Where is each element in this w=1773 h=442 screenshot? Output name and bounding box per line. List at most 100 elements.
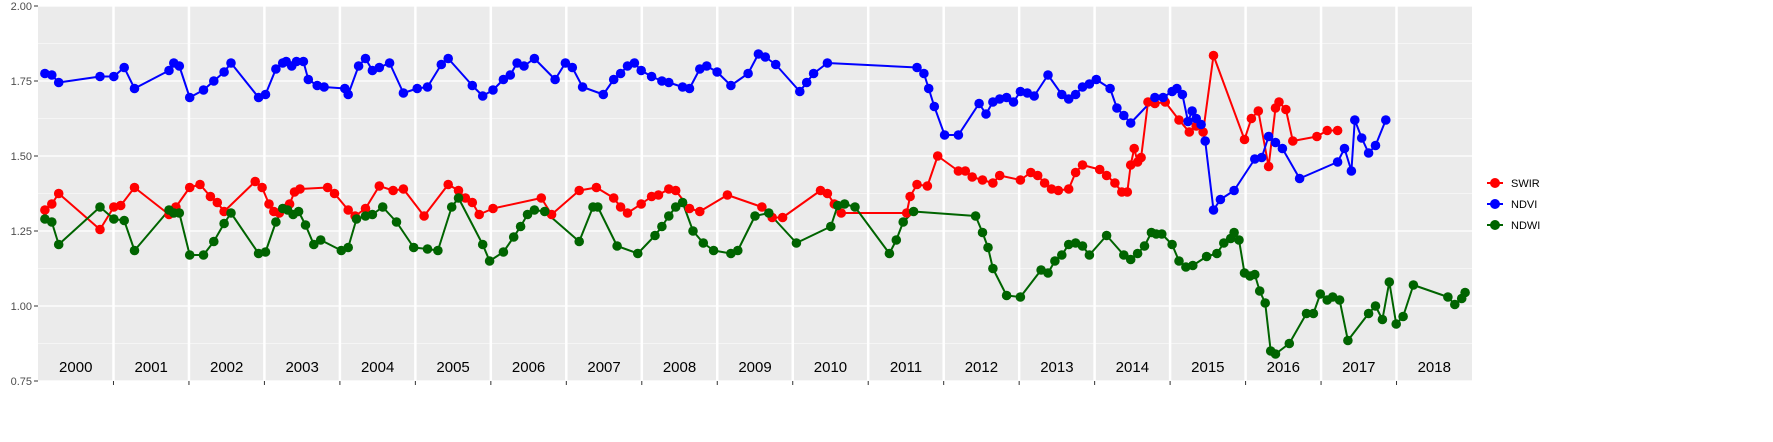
data-point-ndwi	[1077, 241, 1088, 251]
year-label: 2017	[1342, 359, 1375, 376]
data-point-ndwi	[657, 221, 667, 232]
data-point-ndwi	[1315, 289, 1326, 299]
data-point-ndwi	[315, 235, 326, 245]
data-point-ndvi	[567, 62, 578, 73]
data-point-ndwi	[522, 209, 533, 220]
data-point-ndvi	[174, 61, 185, 71]
data-point-ndwi	[970, 211, 981, 221]
data-point-swir	[1281, 104, 1291, 115]
data-point-ndwi	[47, 217, 57, 227]
data-point-ndwi	[791, 238, 802, 248]
data-point-ndwi	[1270, 349, 1281, 359]
data-point-ndwi	[593, 202, 603, 212]
year-label: 2004	[361, 359, 394, 376]
data-point-ndwi	[1284, 338, 1295, 349]
series-points	[40, 49, 1470, 359]
legend-marker-swir	[1490, 178, 1500, 188]
data-point-swir	[195, 179, 205, 190]
data-point-ndwi	[391, 217, 402, 227]
data-point-swir	[684, 203, 695, 214]
data-point-ndwi	[1219, 238, 1229, 248]
data-point-ndvi	[939, 130, 950, 140]
data-point-ndwi	[1391, 319, 1401, 329]
data-point-swir	[905, 191, 915, 202]
data-point-ndvi	[1125, 118, 1136, 128]
data-point-swir	[653, 190, 664, 200]
data-point-swir	[329, 188, 340, 199]
data-point-swir	[460, 193, 471, 203]
data-point-ndvi	[374, 62, 385, 73]
data-point-ndvi	[795, 86, 805, 97]
data-point-ndwi	[1057, 250, 1067, 260]
data-point-ndwi	[1408, 280, 1419, 290]
data-point-ndwi	[1377, 314, 1388, 325]
data-point-ndvi	[1008, 97, 1019, 107]
data-point-ndwi	[650, 230, 660, 241]
data-point-ndvi	[726, 80, 736, 91]
grid	[38, 5, 1472, 382]
data-point-swir	[1332, 125, 1343, 136]
data-point-swir	[343, 205, 354, 215]
data-point-ndwi	[1132, 248, 1143, 259]
data-point-ndvi	[801, 77, 812, 88]
data-point-ndvi	[398, 88, 409, 98]
data-point-swir	[115, 200, 126, 211]
data-point-swir	[322, 182, 333, 193]
data-point-ndvi	[384, 58, 395, 68]
data-point-ndvi	[1346, 166, 1357, 176]
data-point-ndvi	[912, 62, 922, 73]
data-point-ndvi	[822, 58, 833, 68]
data-point-swir	[1110, 178, 1120, 188]
data-point-ndvi	[209, 76, 219, 86]
data-point-swir	[967, 172, 977, 182]
data-point-ndvi	[1200, 136, 1210, 146]
data-point-ndwi	[1443, 292, 1453, 302]
data-point-ndvi	[1070, 89, 1081, 100]
data-point-swir	[695, 206, 705, 217]
y-tick-label: 0.75	[11, 376, 32, 388]
data-point-ndvi	[1150, 92, 1160, 103]
year-label: 2001	[135, 359, 168, 376]
data-point-ndvi	[219, 67, 229, 77]
data-point-ndwi	[219, 218, 229, 229]
data-point-ndwi	[1234, 235, 1244, 245]
data-point-ndwi	[1139, 241, 1150, 251]
data-point-ndvi	[664, 77, 674, 88]
data-point-ndvi	[760, 52, 771, 62]
data-point-ndvi	[343, 89, 354, 100]
year-label: 2012	[965, 359, 998, 376]
data-point-ndwi	[422, 244, 433, 254]
data-point-ndwi	[977, 227, 988, 238]
data-point-swir	[443, 179, 454, 190]
data-point-ndvi	[443, 53, 454, 64]
data-point-swir	[47, 199, 57, 209]
data-point-ndwi	[1084, 250, 1095, 260]
data-point-swir	[977, 175, 988, 185]
year-label: 2018	[1418, 359, 1451, 376]
data-point-swir	[467, 197, 478, 208]
data-point-ndvi	[1043, 70, 1053, 80]
data-point-ndvi	[1339, 143, 1350, 154]
data-point-ndvi	[95, 71, 105, 82]
data-point-ndwi	[733, 245, 743, 256]
data-point-ndvi	[1091, 74, 1102, 85]
data-point-ndvi	[929, 101, 940, 112]
data-point-swir	[488, 203, 498, 214]
data-point-ndwi	[1384, 277, 1395, 287]
data-point-ndwi	[1334, 295, 1345, 305]
data-point-ndwi	[174, 208, 185, 218]
data-point-swir	[1094, 164, 1105, 175]
data-point-swir	[608, 193, 619, 203]
data-point-swir	[960, 166, 971, 176]
data-point-swir	[1253, 106, 1264, 116]
data-point-swir	[777, 212, 788, 223]
data-point-ndwi	[508, 232, 519, 242]
data-point-swir	[1263, 161, 1274, 172]
data-point-ndwi	[1250, 269, 1260, 280]
data-point-ndvi	[1196, 119, 1206, 130]
data-point-ndwi	[1229, 227, 1239, 238]
data-point-ndwi	[750, 211, 760, 221]
data-point-ndvi	[646, 71, 657, 82]
legend-label-swir: SWIR	[1511, 178, 1540, 190]
data-point-ndvi	[615, 68, 626, 79]
